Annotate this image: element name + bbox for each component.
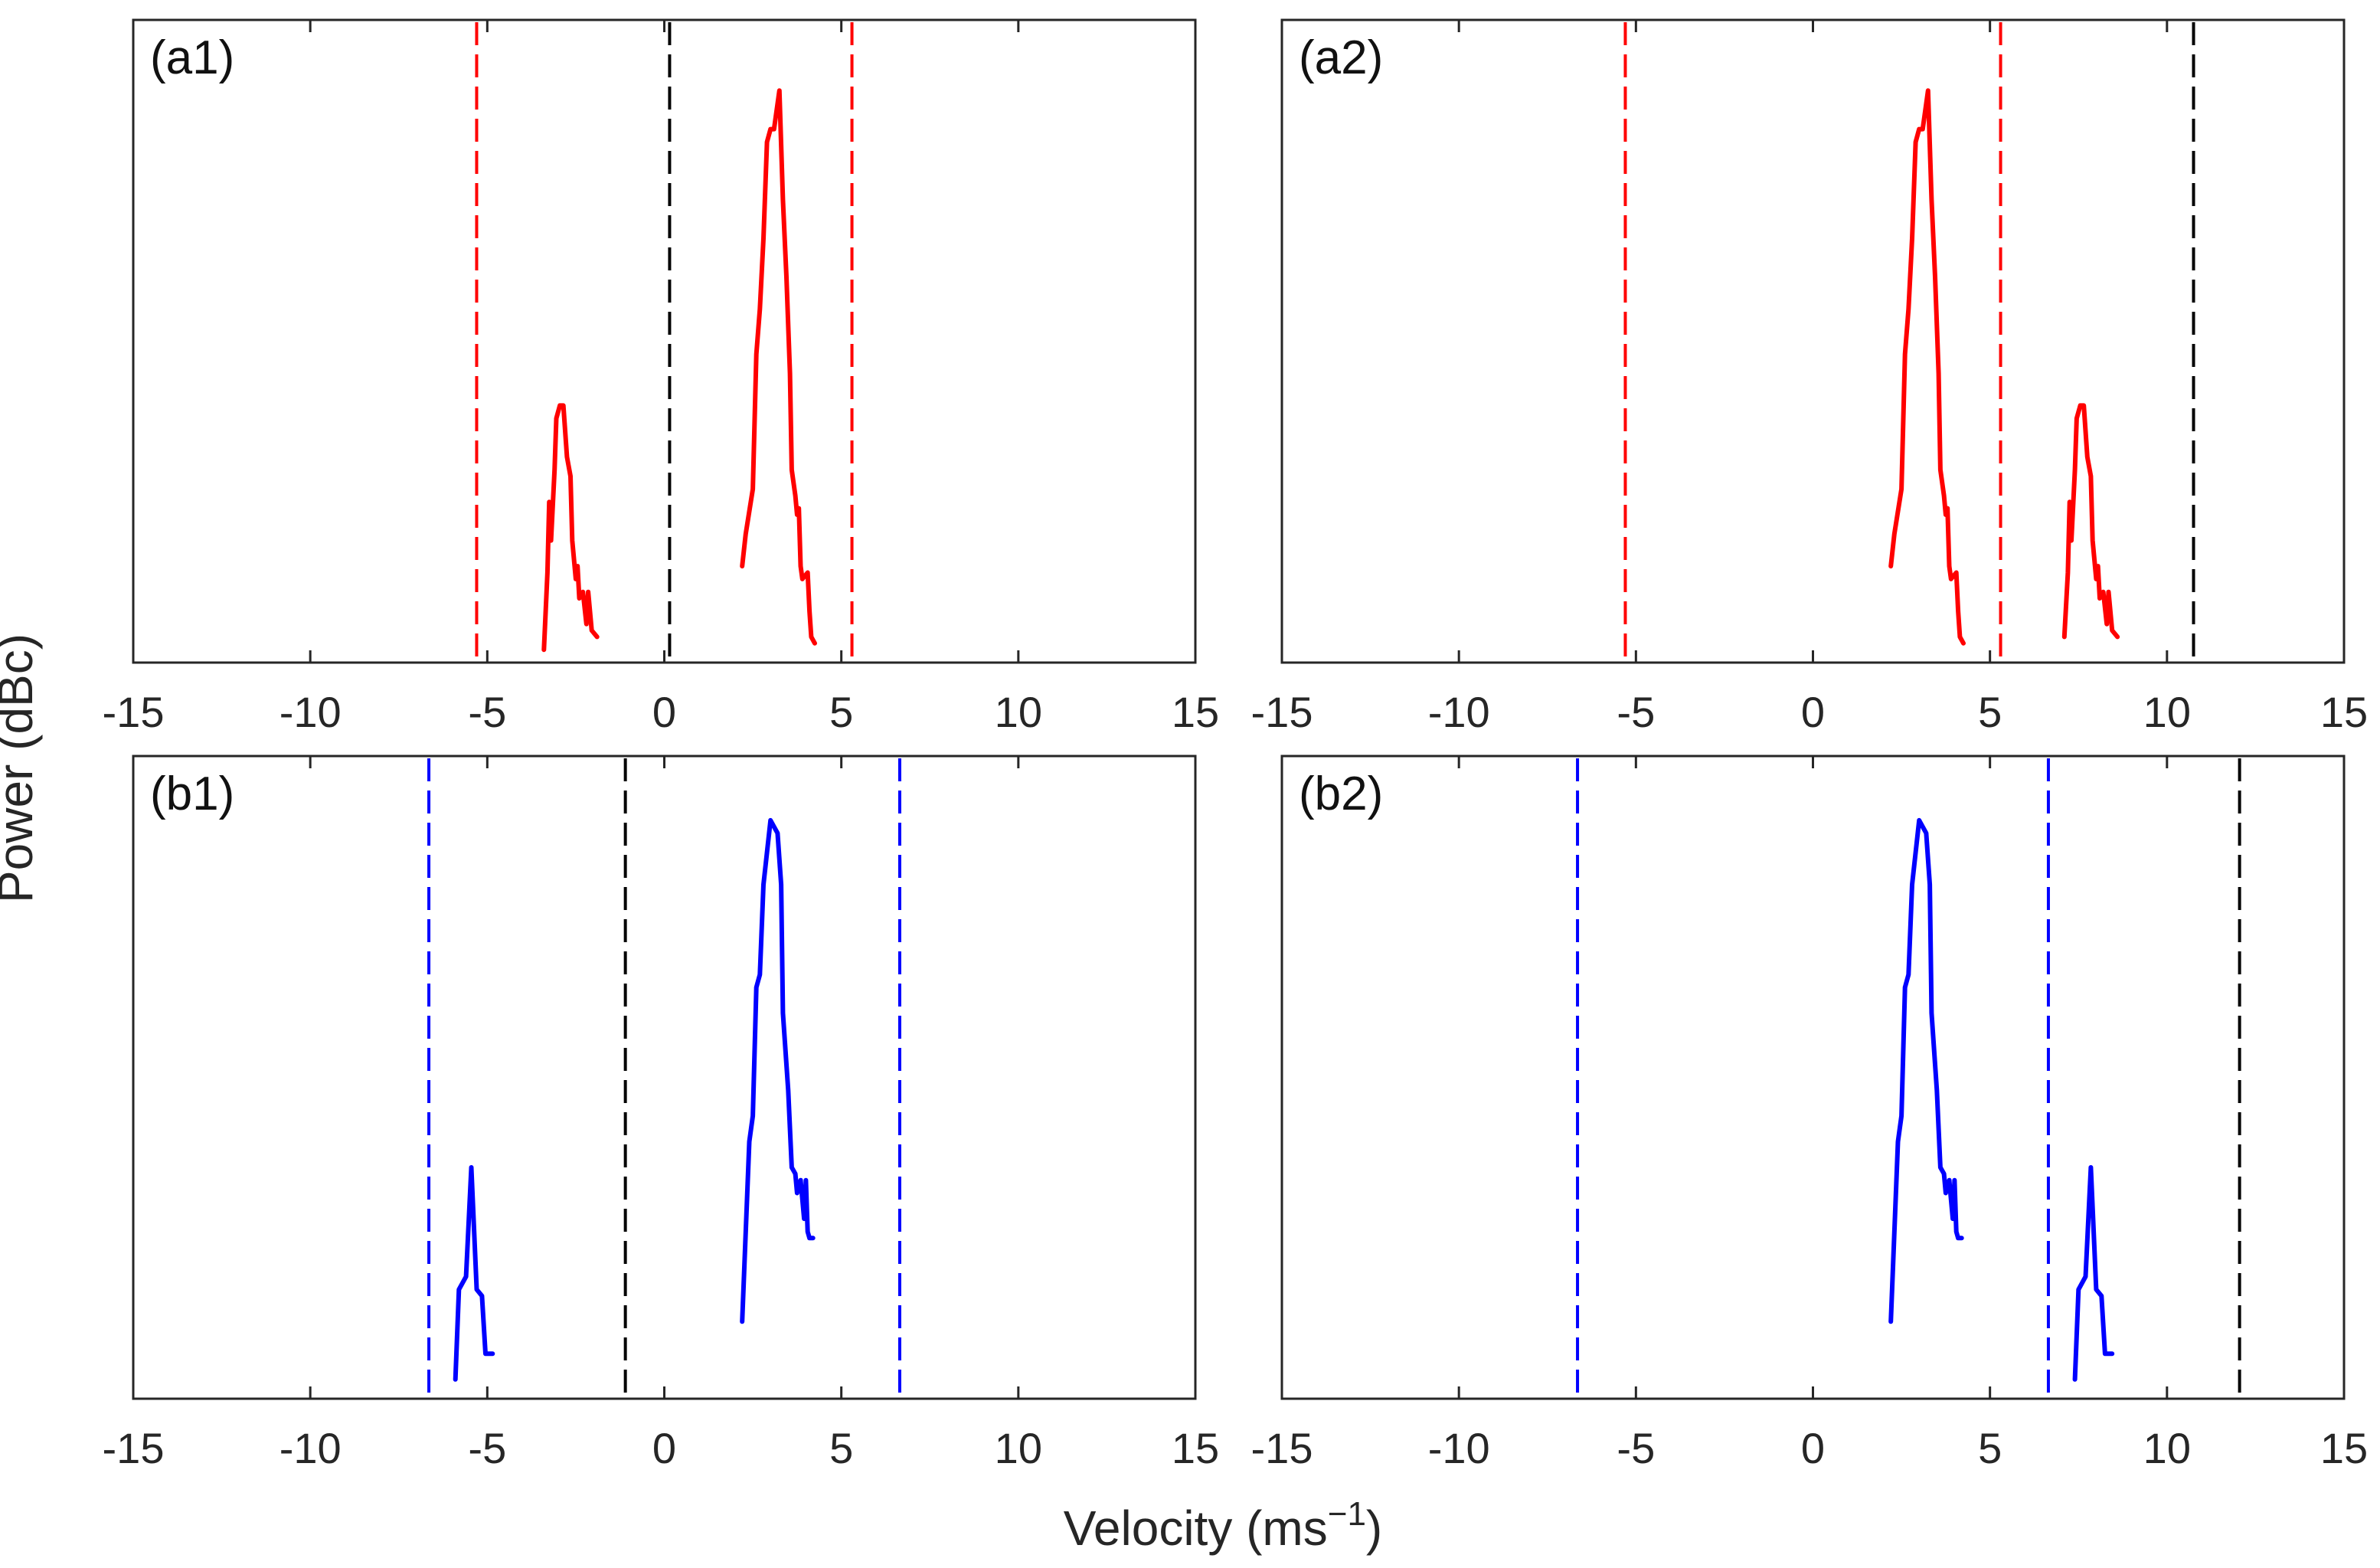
panel-a2-x-tick-label: -5: [1617, 688, 1655, 736]
panel-b2-x-tick-label: -5: [1617, 1424, 1655, 1472]
panel-b2-x-tick-label: 5: [1978, 1424, 2002, 1472]
panel-b1-x-tick-label: 0: [652, 1424, 676, 1472]
panel-a1-x-tick-label: -15: [103, 688, 165, 736]
panel-a1-x-tick-label: 15: [1172, 688, 1219, 736]
panel-b1-label: (b1): [150, 768, 234, 820]
panel-a2-x-tick-label: -10: [1428, 688, 1490, 736]
panel-a2-label: (a2): [1299, 31, 1383, 84]
panel-b1-x-tick-label: -10: [280, 1424, 342, 1472]
x-axis-label-exponent: −1: [1327, 1495, 1366, 1533]
panel-b1-x-tick-label: -5: [468, 1424, 506, 1472]
x-axis-label-base: Velocity (ms: [1063, 1501, 1328, 1556]
panel-a1-series-peak-positive: [740, 88, 817, 646]
panel-b1-series-peak-negative: [453, 1165, 495, 1382]
panel-a2-series-peak-main: [1888, 88, 1966, 646]
panel-b2-x-tick-label: -15: [1251, 1424, 1313, 1472]
panel-a1-x-tick-label: 0: [652, 688, 676, 736]
panel-a1-label: (a1): [150, 31, 234, 84]
x-axis-label-close: ): [1365, 1501, 1383, 1556]
panel-a2-x-tick-label: 0: [1801, 688, 1825, 736]
panel-a2: -15 -10 -5 0 5 10 15 (a2): [1251, 18, 2368, 736]
panel-b1-series-peak-positive: [740, 817, 816, 1324]
panel-b2-x-tick-label: -10: [1428, 1424, 1490, 1472]
x-axis-label: Velocity (ms−1): [1063, 1495, 1383, 1557]
panel-a1-x-tick-label: 10: [995, 688, 1042, 736]
panel-b1-x-tick-label: -15: [103, 1424, 165, 1472]
panel-a2-x-tick-label: 5: [1978, 688, 2002, 736]
panel-a2-series-peak-aliased: [2061, 403, 2120, 640]
panel-b2-x-tick-label: 0: [1801, 1424, 1825, 1472]
panel-b2-x-tick-label: 10: [2143, 1424, 2191, 1472]
panel-b2-series-peak-aliased: [2072, 1165, 2115, 1382]
panel-a1-series-peak-negative: [541, 403, 600, 653]
panel-a2-x-tick-label: 10: [2143, 688, 2191, 736]
panel-b1-axes-box: [132, 755, 1197, 1400]
panel-b1-x-tick-label: 5: [829, 1424, 853, 1472]
panel-b2-series-peak-main: [1888, 817, 1964, 1324]
panel-b2: -15 -10 -5 0 5 10 15 (b2): [1251, 755, 2368, 1472]
panel-b2-x-tick-label: 15: [2320, 1424, 2368, 1472]
panel-b1-x-tick-label: 15: [1172, 1424, 1219, 1472]
panel-a2-axes-box: [1280, 18, 2346, 664]
y-axis-label: Power (dBc): [0, 633, 43, 904]
panel-a2-x-tick-label: -15: [1251, 688, 1313, 736]
panel-a2-x-tick-label: 15: [2320, 688, 2368, 736]
panel-a1: -15 -10 -5 0 5 10 15 (a1): [103, 18, 1219, 736]
panel-b2-label: (b2): [1299, 768, 1383, 820]
panel-b1-x-tick-label: 10: [995, 1424, 1042, 1472]
panel-a1-x-tick-label: -10: [280, 688, 342, 736]
panel-a1-x-tick-label: -5: [468, 688, 506, 736]
panel-b1: -15 -10 -5 0 5 10 15 (b1): [103, 755, 1219, 1472]
panel-a1-x-tick-label: 5: [829, 688, 853, 736]
panel-b2-axes-box: [1280, 755, 2346, 1400]
panel-a1-axes-box: [132, 18, 1197, 664]
